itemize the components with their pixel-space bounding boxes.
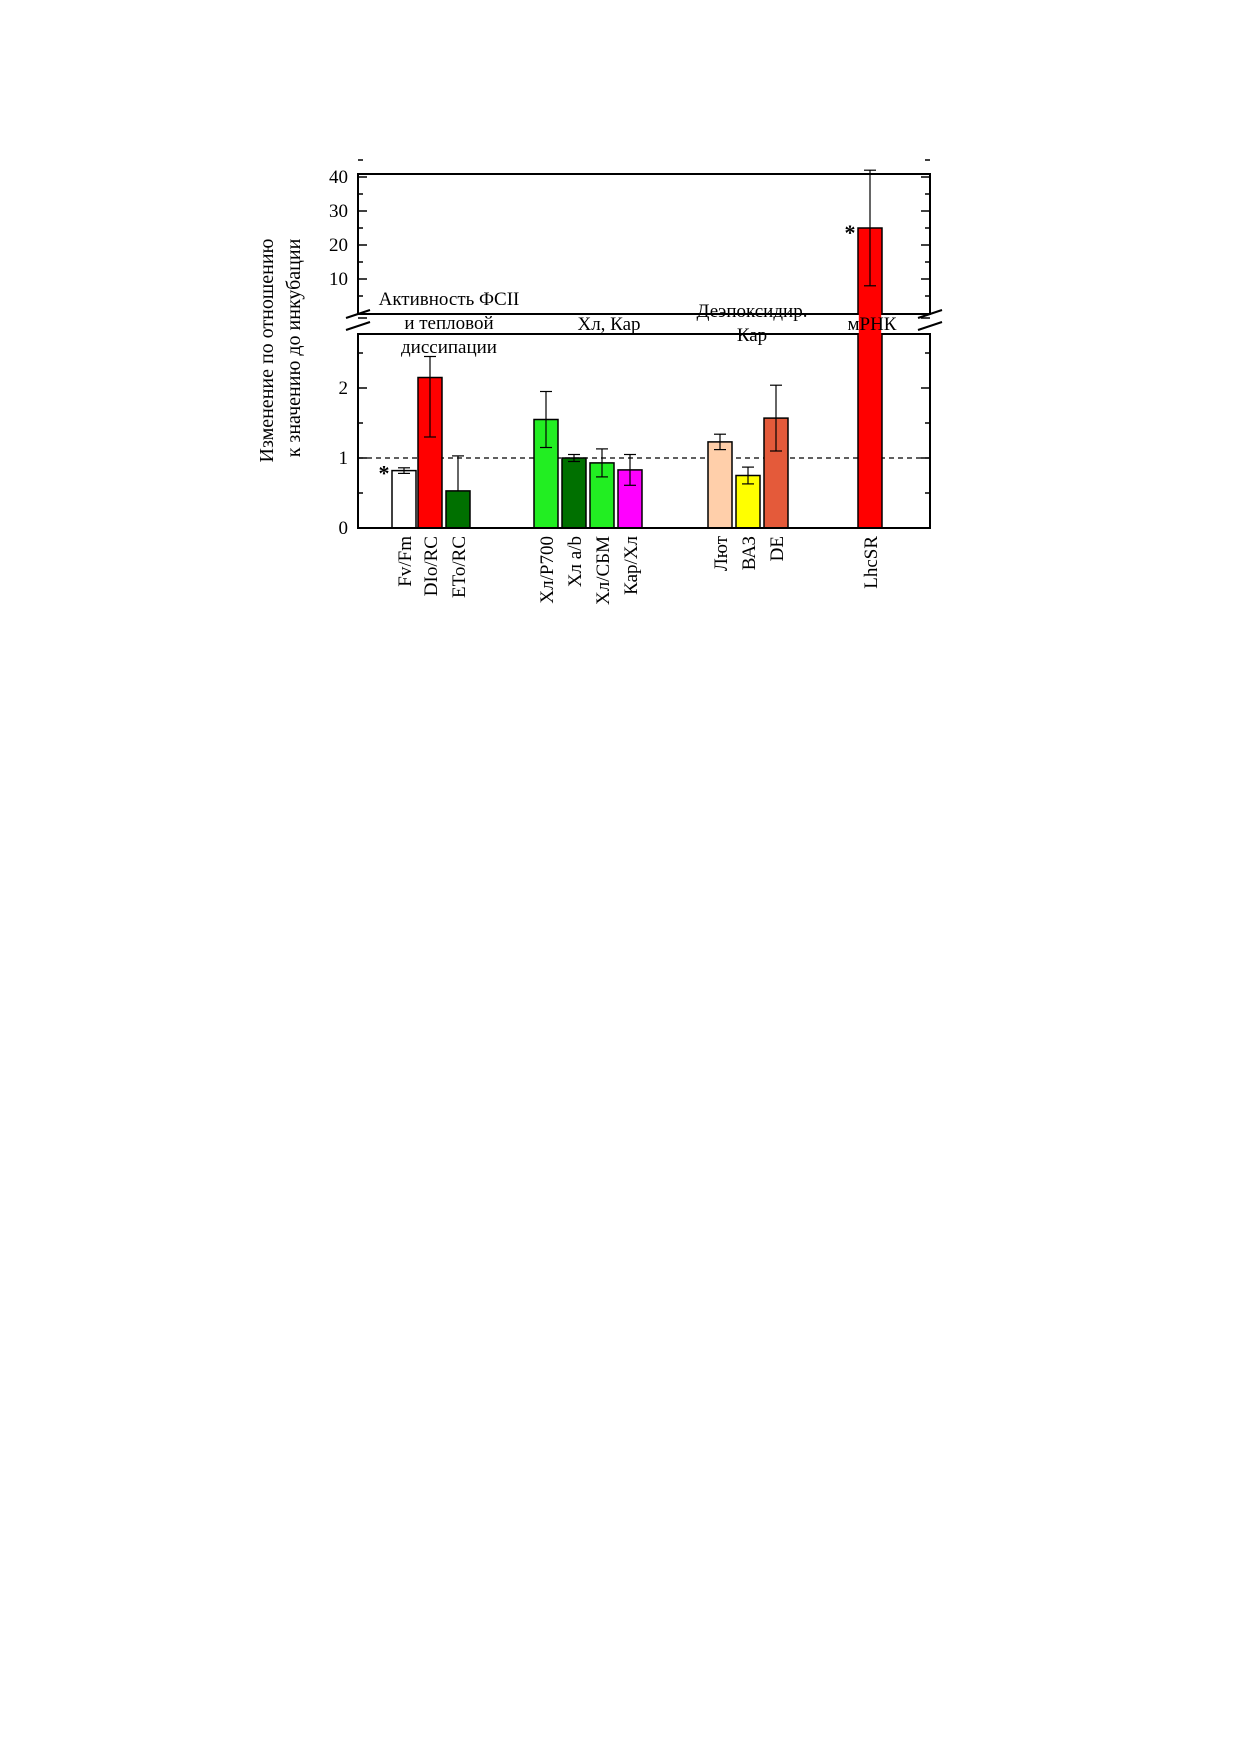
category-label-1: DIo/RC <box>421 536 442 596</box>
y-tick-label-upper: 40 <box>329 167 348 188</box>
y-tick-label-lower: 1 <box>339 448 349 469</box>
category-label-9: DE <box>767 536 788 561</box>
category-label-0: Fv/Fm <box>395 536 416 587</box>
group-label-0-line-2: диссипации <box>401 337 497 358</box>
category-label-6: Кар/Хл <box>621 535 642 594</box>
group-label-0-line-0: Активность ФСII <box>379 289 520 310</box>
axis-break-marks-left <box>345 309 371 331</box>
category-label-10: LhcSR <box>861 536 882 589</box>
bar-10-significance-star: * <box>845 220 856 245</box>
group-label-2-line-0: Деэпоксидир. <box>697 301 808 322</box>
group-label-0-line-1: и тепловой <box>404 313 493 334</box>
group-label-1-line-0: Хл, Кар <box>577 314 640 335</box>
bar-0 <box>391 469 417 529</box>
lhcsr-bar-bridge <box>858 312 882 336</box>
bar-4 <box>561 457 587 529</box>
category-label-2: ETo/RC <box>449 536 470 598</box>
category-label-7: Лют <box>711 535 732 571</box>
upper-plot-frame <box>357 173 931 315</box>
axis-break-gap <box>340 315 950 333</box>
y-tick-label-lower: 0 <box>339 518 349 539</box>
category-label-3: Хл/P700 <box>537 536 558 604</box>
y-axis-title-line-1: Изменение по отношению <box>256 238 278 462</box>
group-label-0: Активность ФСII и тепловой диссипации <box>379 289 520 358</box>
bar-10-lower <box>857 333 883 529</box>
y-tick-label-lower: 2 <box>339 378 349 399</box>
category-label-5: Хл/СБМ <box>593 536 614 605</box>
category-label-8: ВАЗ <box>739 536 760 570</box>
group-label-3-line-0: мРНК <box>848 314 897 335</box>
group-label-2: Деэпоксидир. Кар <box>697 301 808 346</box>
bar-5 <box>589 462 615 529</box>
y-tick-label-upper: 30 <box>329 201 348 222</box>
category-label-4: Хл a/b <box>565 536 586 587</box>
bar-2 <box>445 490 471 529</box>
group-label-1: Хл, Кар <box>577 314 640 335</box>
bar-0-significance-star: * <box>379 461 390 486</box>
y-axis-title-line-2: к значению до инкубации <box>283 238 305 457</box>
y-tick-label-upper: 10 <box>329 269 348 290</box>
group-label-3: мРНК <box>848 314 897 335</box>
group-label-2-line-1: Кар <box>737 325 767 346</box>
lower-plot-frame <box>357 333 931 529</box>
y-axis-title: Изменение по отношению к значению до инк… <box>256 234 305 463</box>
bar-7 <box>707 441 733 529</box>
y-tick-label-upper: 20 <box>329 235 348 256</box>
axis-break-marks-right <box>917 309 943 331</box>
